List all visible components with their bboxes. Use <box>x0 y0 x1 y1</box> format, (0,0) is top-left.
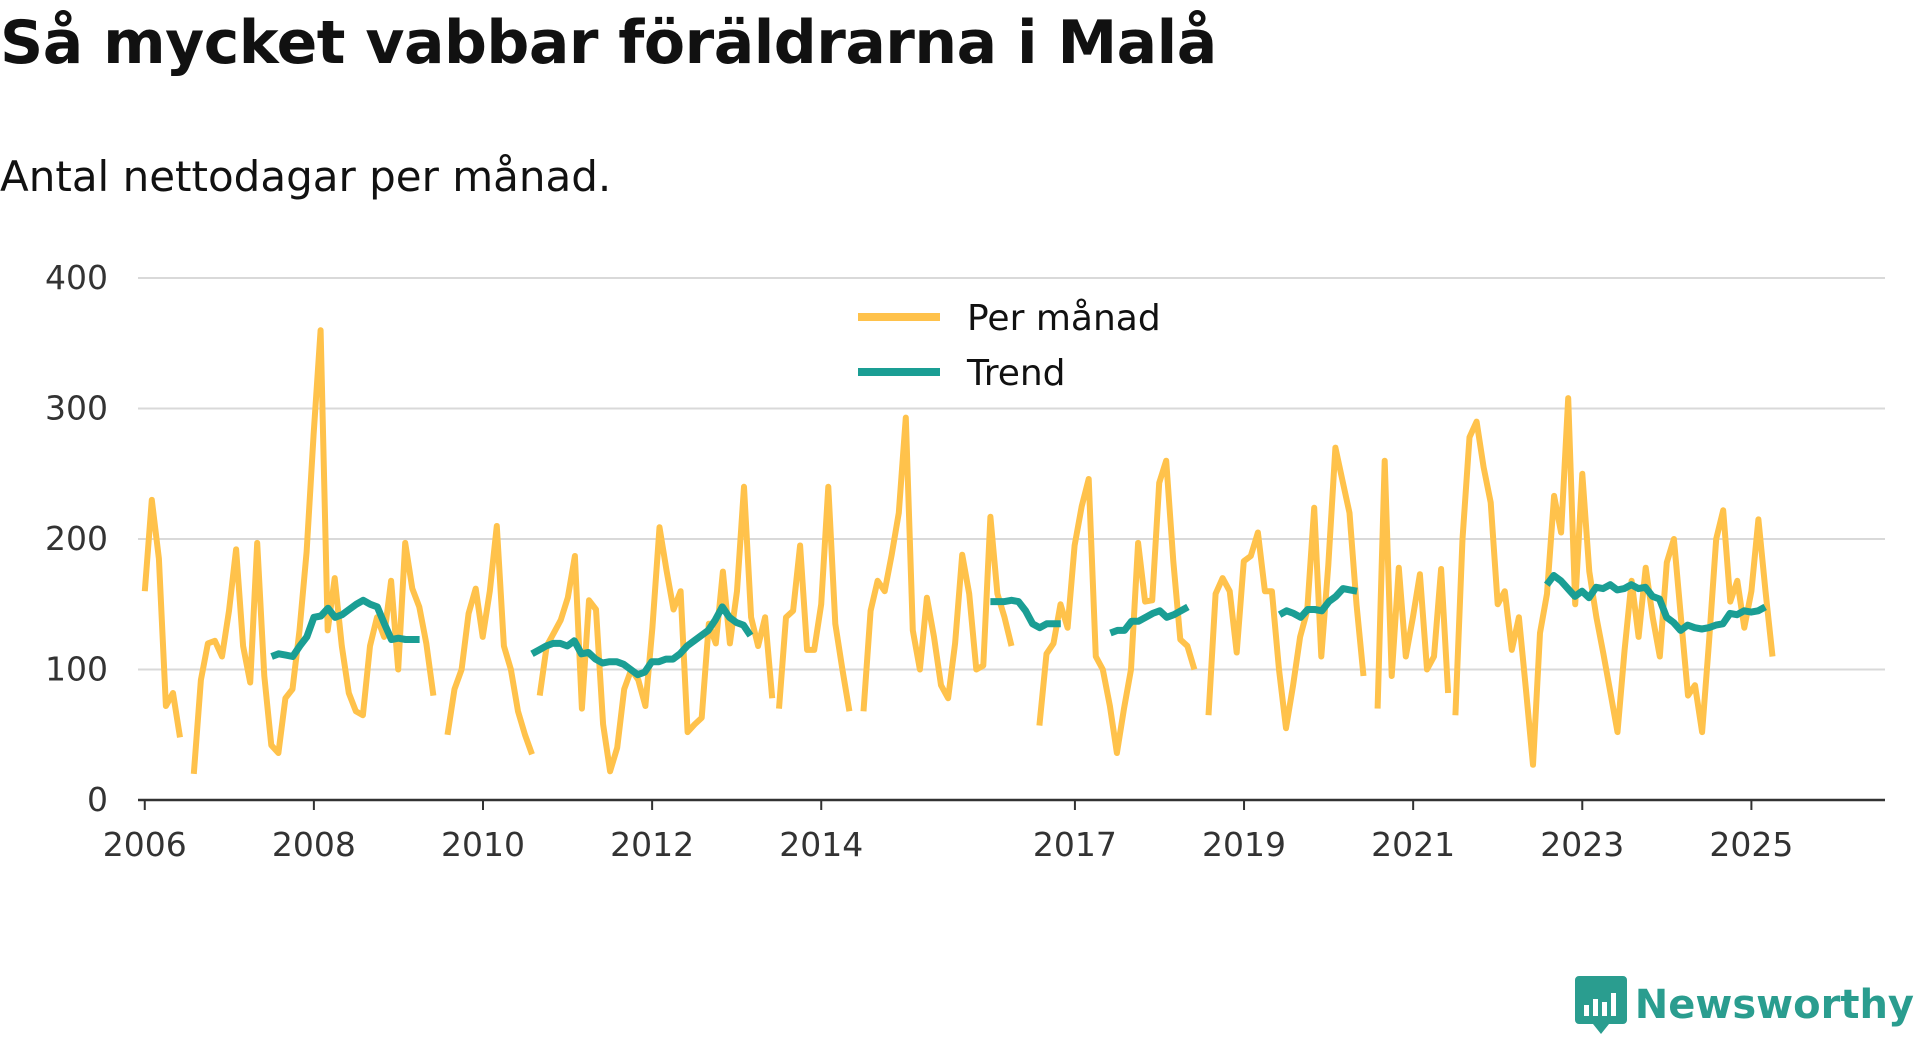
x-axis <box>138 798 1885 810</box>
x-tick-label: 2019 <box>1202 825 1286 864</box>
x-tick-label: 2008 <box>272 825 356 864</box>
y-tick-label: 100 <box>45 650 108 689</box>
x-tick-label: 2021 <box>1371 825 1455 864</box>
x-tick-label: 2014 <box>779 825 863 864</box>
per-month-line-segment-3 <box>536 483 776 775</box>
series-trend <box>270 572 1767 679</box>
per-month-line-segment-1 <box>190 327 437 775</box>
newsworthy-brand[interactable]: Newsworthy <box>1574 974 1914 1036</box>
trend-line-segment-3 <box>1109 603 1190 637</box>
x-axis-tick-labels: 2006 2008 2010 2012 2014 2017 2019 2021 2023 2025 <box>103 825 1794 864</box>
per-month-line-segment-6 <box>1036 457 1198 756</box>
y-tick-label: 0 <box>87 780 108 819</box>
y-tick-label: 200 <box>45 519 108 558</box>
per-month-line-segment-9 <box>1452 395 1776 768</box>
chart-title: Så mycket vabbar föräldrarna i Malå <box>0 8 1217 78</box>
trend-line-segment-1 <box>530 603 754 679</box>
per-month-line-segment-5 <box>860 414 1015 712</box>
trend-line-segment-0 <box>270 596 420 660</box>
y-tick-label: 400 <box>45 258 108 297</box>
per-month-line-segment-4 <box>776 483 853 712</box>
brand-name: Newsworthy <box>1634 982 1914 1028</box>
trend-line-segment-2 <box>990 596 1061 632</box>
bar-chart-speech-bubble-icon <box>1574 976 1627 1034</box>
per-month-line-segment-7 <box>1205 444 1367 732</box>
legend-background <box>845 292 1175 407</box>
per-month-line-segment-0 <box>141 496 183 738</box>
per-month-line-segment-2 <box>444 523 535 756</box>
x-tick-label: 2023 <box>1540 825 1624 864</box>
x-tick-label: 2010 <box>441 825 525 864</box>
x-tick-label: 2006 <box>103 825 187 864</box>
y-tick-label: 300 <box>45 389 108 428</box>
legend-label-per-month: Per månad <box>967 298 1161 339</box>
per-month-line-segment-8 <box>1374 457 1452 709</box>
legend-label-trend: Trend <box>966 353 1066 394</box>
trend-line-segment-5 <box>1544 572 1767 634</box>
chart-subtitle: Antal nettodagar per månad. <box>0 152 612 201</box>
x-tick-label: 2025 <box>1709 825 1793 864</box>
legend[interactable]: Per månad Trend <box>845 292 1175 407</box>
x-tick-label: 2017 <box>1033 825 1117 864</box>
y-axis-tick-labels: 0 100 200 300 400 <box>45 258 108 819</box>
x-tick-label: 2012 <box>610 825 694 864</box>
trend-line-segment-4 <box>1277 585 1358 621</box>
